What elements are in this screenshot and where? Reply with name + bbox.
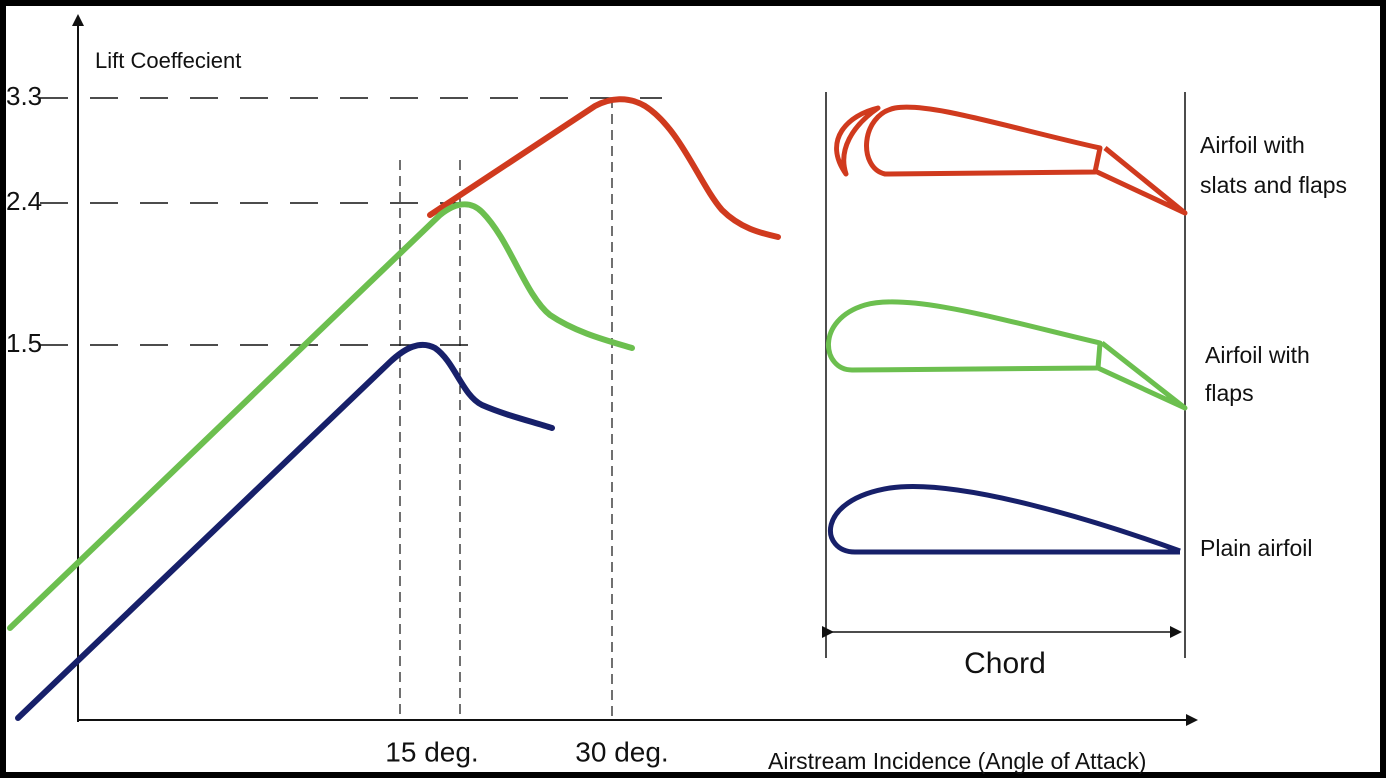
y-axis-label: Lift Coeffecient	[95, 48, 241, 73]
y-tick-label: 2.4	[6, 186, 42, 216]
x-tick-label: 15 deg.	[385, 736, 478, 767]
curve-plain	[15, 341, 555, 721]
chord-label: Chord	[964, 647, 1046, 680]
airfoil-slats-flaps	[834, 104, 1188, 216]
y-tick-label: 1.5	[6, 328, 42, 358]
curve-flaps	[7, 201, 635, 631]
airfoil-label: Airfoil with	[1200, 132, 1305, 158]
airfoil-label: flaps	[1205, 380, 1254, 406]
x-axis-label: Airstream Incidence (Angle of Attack)	[768, 748, 1146, 774]
airfoil-label: slats and flaps	[1200, 172, 1347, 198]
curve-slats-flaps	[427, 96, 781, 240]
y-tick-label: 3.3	[6, 81, 42, 111]
x-tick-label: 30 deg.	[575, 736, 668, 767]
airfoil-flaps	[826, 299, 1188, 411]
airfoil-plain	[828, 484, 1181, 555]
airfoil-label: Airfoil with	[1205, 342, 1310, 368]
airfoil-label: Plain airfoil	[1200, 535, 1313, 561]
